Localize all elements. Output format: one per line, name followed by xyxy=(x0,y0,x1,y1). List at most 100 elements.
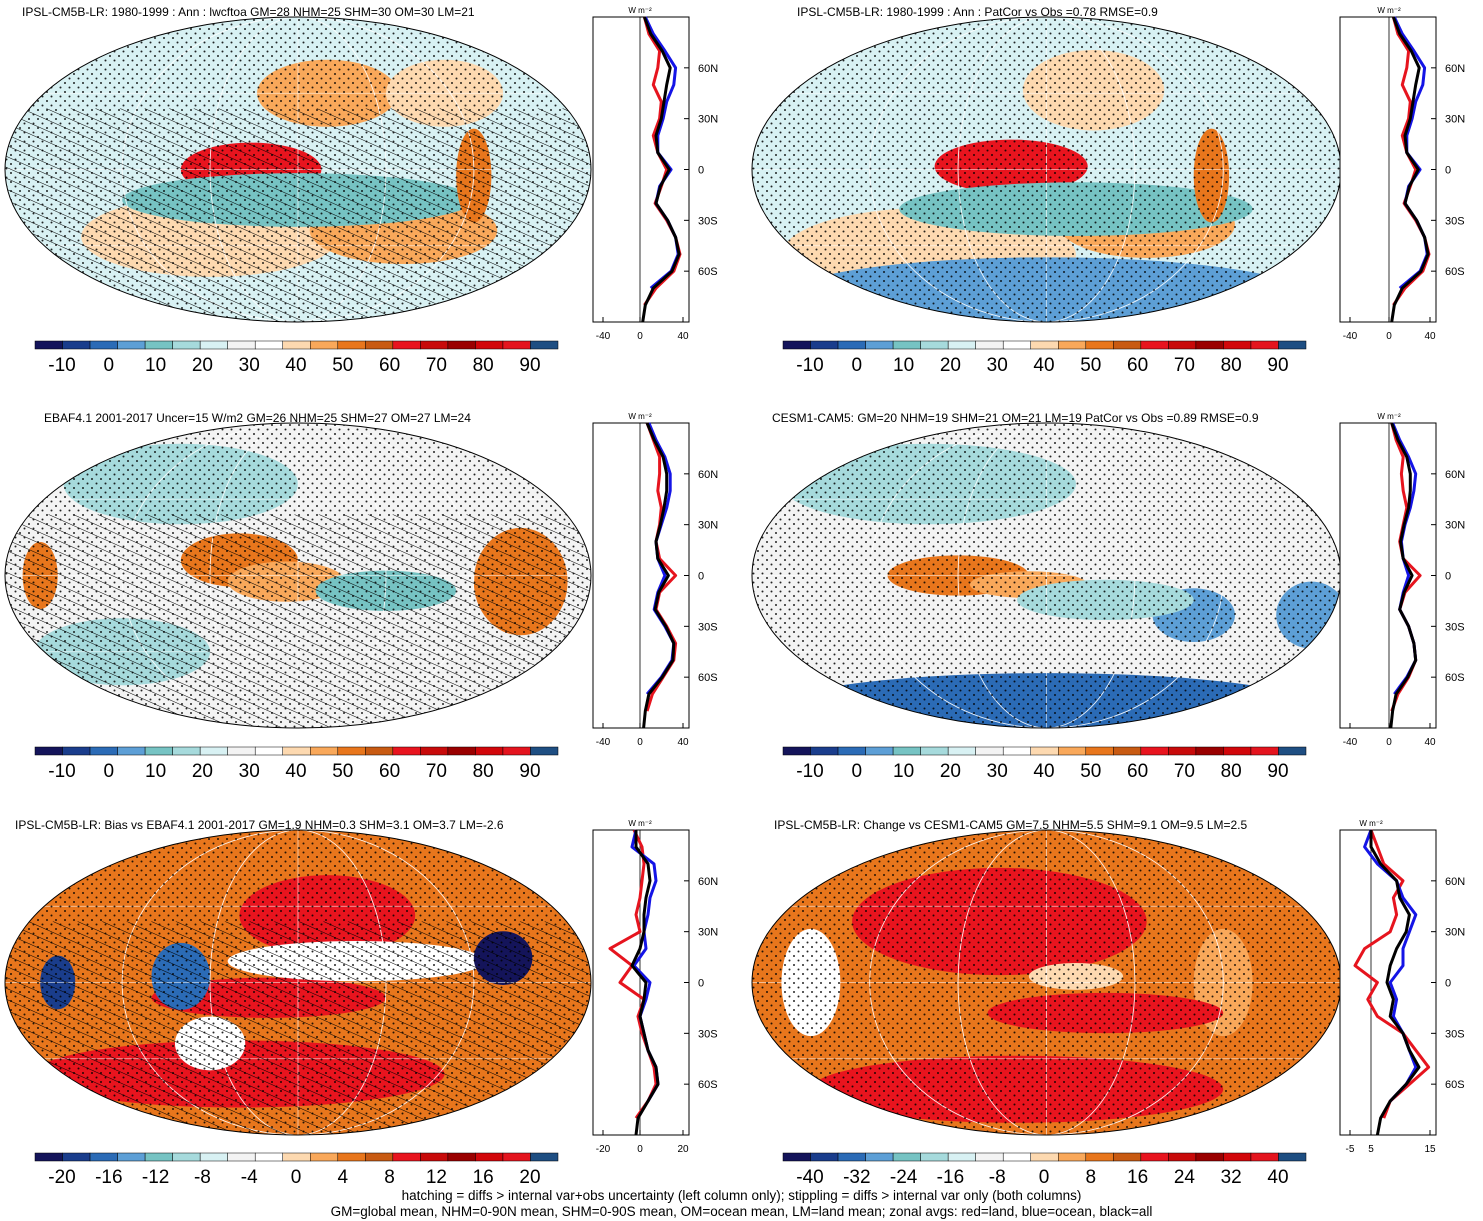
zonal-x-tick-label: 0 xyxy=(637,1144,643,1155)
colorbar-swatch xyxy=(1278,746,1307,756)
zonal-frame xyxy=(592,422,690,729)
colorbar-label: 90 xyxy=(1267,355,1288,376)
colorbar-swatch xyxy=(62,1152,91,1162)
colorbar-swatch xyxy=(282,340,311,350)
map-border xyxy=(4,16,592,323)
land-zonal-line xyxy=(608,829,658,1119)
all-zonal-line xyxy=(641,16,681,323)
colorbar-label: 40 xyxy=(285,355,306,376)
stippling-overlay xyxy=(752,830,1341,1135)
colorbar-label: 10 xyxy=(145,761,166,782)
colorbar-swatch xyxy=(782,1152,811,1162)
map-panel-2 xyxy=(751,16,1342,323)
lat-tick-label: 60S xyxy=(698,266,718,278)
colorbar-swatch xyxy=(975,746,1004,756)
colorbar-swatch xyxy=(1140,340,1169,350)
colorbar-swatch xyxy=(447,340,476,350)
colorbar-swatch xyxy=(254,746,283,756)
colorbar-label: 10 xyxy=(893,355,914,376)
panel-title-2: IPSL-CM5B-LR: 1980-1999 : Ann : PatCor v… xyxy=(797,5,1158,19)
zonal-x-tick-label: 40 xyxy=(677,737,689,748)
zonal-x-tick-label: -20 xyxy=(596,1144,611,1155)
colorbar-swatch xyxy=(1030,746,1059,756)
lat-tick-label: 30S xyxy=(698,621,718,633)
colorbar-label: 0 xyxy=(852,761,863,782)
colorbar-label: 30 xyxy=(987,355,1008,376)
lat-tick-label: 30S xyxy=(1445,1028,1465,1040)
colorbar-label: 8 xyxy=(1086,1167,1097,1188)
colorbar-swatch xyxy=(947,1152,976,1162)
panel-title-4: CESM1-CAM5: GM=20 NHM=19 SHM=21 OM=21 LM… xyxy=(772,411,1259,425)
colorbar-swatch xyxy=(337,1152,366,1162)
colorbar-swatch xyxy=(447,1152,476,1162)
lat-tick-label: 30S xyxy=(1445,621,1465,633)
lat-tick-label: 0 xyxy=(1445,978,1451,990)
colorbar-label: 90 xyxy=(519,355,540,376)
zonal-x-tick-label: 5 xyxy=(1368,1144,1374,1155)
colorbar-swatch xyxy=(1002,746,1031,756)
colorbar-swatch xyxy=(502,340,531,350)
colorbar-swatch xyxy=(865,1152,894,1162)
colorbar-label: 50 xyxy=(332,761,353,782)
colorbar-label: 20 xyxy=(192,761,213,782)
lat-tick-label: 60S xyxy=(698,1079,718,1091)
panel-title-3: EBAF4.1 2001-2017 Uncer=15 W/m2 GM=26 NH… xyxy=(44,411,471,425)
lat-tick-label: 60S xyxy=(1445,1079,1465,1091)
colorbar-label: -24 xyxy=(890,1167,918,1188)
colorbar-swatch xyxy=(172,340,201,350)
colorbar-label: 70 xyxy=(426,355,447,376)
colorbar-swatch xyxy=(1085,1152,1114,1162)
colorbar-swatch xyxy=(530,746,559,756)
map-field xyxy=(752,423,1341,728)
lat-tick-label: 30S xyxy=(698,215,718,227)
colorbar-label: 60 xyxy=(379,761,400,782)
colorbar-label: 20 xyxy=(519,1167,540,1188)
zonal-x-tick-label: 0 xyxy=(1386,737,1392,748)
colorbar-swatch xyxy=(1195,746,1224,756)
colorbar-label: 80 xyxy=(473,761,494,782)
colorbar-swatch xyxy=(227,746,256,756)
zonal-panel-3: 60N 30N 0 30S 60S -40 0 40 W m⁻² xyxy=(592,412,718,748)
colorbar-swatch xyxy=(227,1152,256,1162)
map-border xyxy=(4,829,592,1136)
zonal-unit-label: W m⁻² xyxy=(1377,412,1401,421)
colorbar-swatch xyxy=(782,746,811,756)
colorbar-label: -12 xyxy=(142,1167,169,1188)
colorbar-swatch xyxy=(1168,1152,1197,1162)
colorbar-swatch xyxy=(310,340,339,350)
colorbar-label: 60 xyxy=(1127,761,1148,782)
colorbar-label: 40 xyxy=(1033,761,1054,782)
colorbar-label: -10 xyxy=(48,355,75,376)
colorbar-swatch xyxy=(1223,1152,1252,1162)
lat-tick-label: 0 xyxy=(1445,571,1451,583)
colorbar-label: 30 xyxy=(987,761,1008,782)
zonal-x-tick-label: -5 xyxy=(1346,1144,1355,1155)
zonal-panel-2: 60N 30N 0 30S 60S -40 0 40 W m⁻² xyxy=(1339,6,1465,342)
colorbar-swatch xyxy=(502,746,531,756)
colorbar-label: -10 xyxy=(48,761,75,782)
colorbar-label: 90 xyxy=(1267,761,1288,782)
colorbar-label: 16 xyxy=(473,1167,494,1188)
stippling-overlay xyxy=(752,17,1341,322)
colorbar-swatch xyxy=(447,746,476,756)
colorbar-swatch xyxy=(144,340,173,350)
colorbar-swatch xyxy=(1223,746,1252,756)
lat-tick-label: 0 xyxy=(1445,165,1451,177)
colorbar-swatch xyxy=(1195,340,1224,350)
colorbar-swatch xyxy=(975,1152,1004,1162)
colorbar-4: -10 0 10 20 30 40 50 60 70 80 90 xyxy=(782,746,1307,782)
colorbar-swatch xyxy=(947,746,976,756)
colorbar-label: 40 xyxy=(1267,1167,1288,1188)
colorbar-label: -16 xyxy=(937,1167,964,1188)
colorbar-label: -32 xyxy=(843,1167,870,1188)
lat-tick-label: 30N xyxy=(1445,520,1465,532)
zonal-x-tick-label: 15 xyxy=(1424,1144,1436,1155)
colorbar-swatch xyxy=(837,1152,866,1162)
zonal-unit-label: W m⁻² xyxy=(628,412,652,421)
map-panel-6 xyxy=(751,829,1342,1136)
lat-tick-label: 60N xyxy=(698,63,718,75)
zonal-unit-label: W m⁻² xyxy=(628,6,652,15)
zonal-unit-label: W m⁻² xyxy=(628,819,652,828)
colorbar-swatch xyxy=(892,1152,921,1162)
